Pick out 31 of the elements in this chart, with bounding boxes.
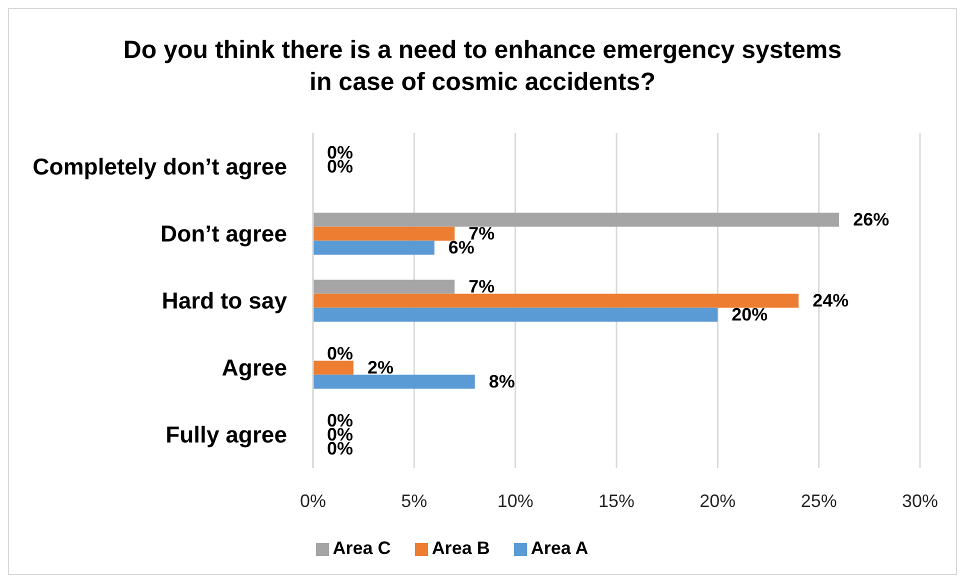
x-tick-label: 20% bbox=[700, 490, 736, 511]
y-tick-label: Hard to say bbox=[162, 288, 288, 314]
x-tick-label: 15% bbox=[598, 490, 635, 511]
bar bbox=[313, 226, 455, 241]
data-label: 8% bbox=[488, 371, 515, 392]
data-label: 0% bbox=[327, 344, 354, 364]
bar bbox=[313, 374, 475, 389]
bar bbox=[313, 308, 718, 322]
data-label: 26% bbox=[853, 210, 890, 230]
bar bbox=[313, 294, 799, 308]
x-tick-label: 5% bbox=[401, 490, 428, 511]
y-tick-label: Completely don’t agree bbox=[32, 154, 287, 180]
data-label: 7% bbox=[468, 276, 495, 297]
legend-label: Area B bbox=[432, 538, 490, 558]
bar bbox=[313, 280, 455, 294]
chart-title: Do you think there is a need to enhance emergency systems in case of cosmic accidents? bbox=[122, 35, 843, 98]
y-tick-label: Don’t agree bbox=[160, 220, 287, 247]
x-tick-label: 10% bbox=[497, 490, 534, 511]
y-tick-label: Fully agree bbox=[166, 422, 287, 448]
x-tick-label: 25% bbox=[800, 490, 837, 511]
bar bbox=[313, 240, 434, 255]
legend-label: Area C bbox=[332, 538, 391, 558]
legend-label: Area A bbox=[530, 538, 588, 558]
x-tick-label: 0% bbox=[300, 490, 326, 511]
bar bbox=[313, 360, 354, 375]
data-label: 24% bbox=[812, 290, 849, 310]
x-tick-label: 30% bbox=[902, 490, 938, 511]
data-label: 20% bbox=[732, 304, 768, 324]
bar bbox=[313, 212, 840, 227]
data-label: 2% bbox=[367, 358, 394, 378]
y-tick-label: Agree bbox=[222, 354, 287, 381]
